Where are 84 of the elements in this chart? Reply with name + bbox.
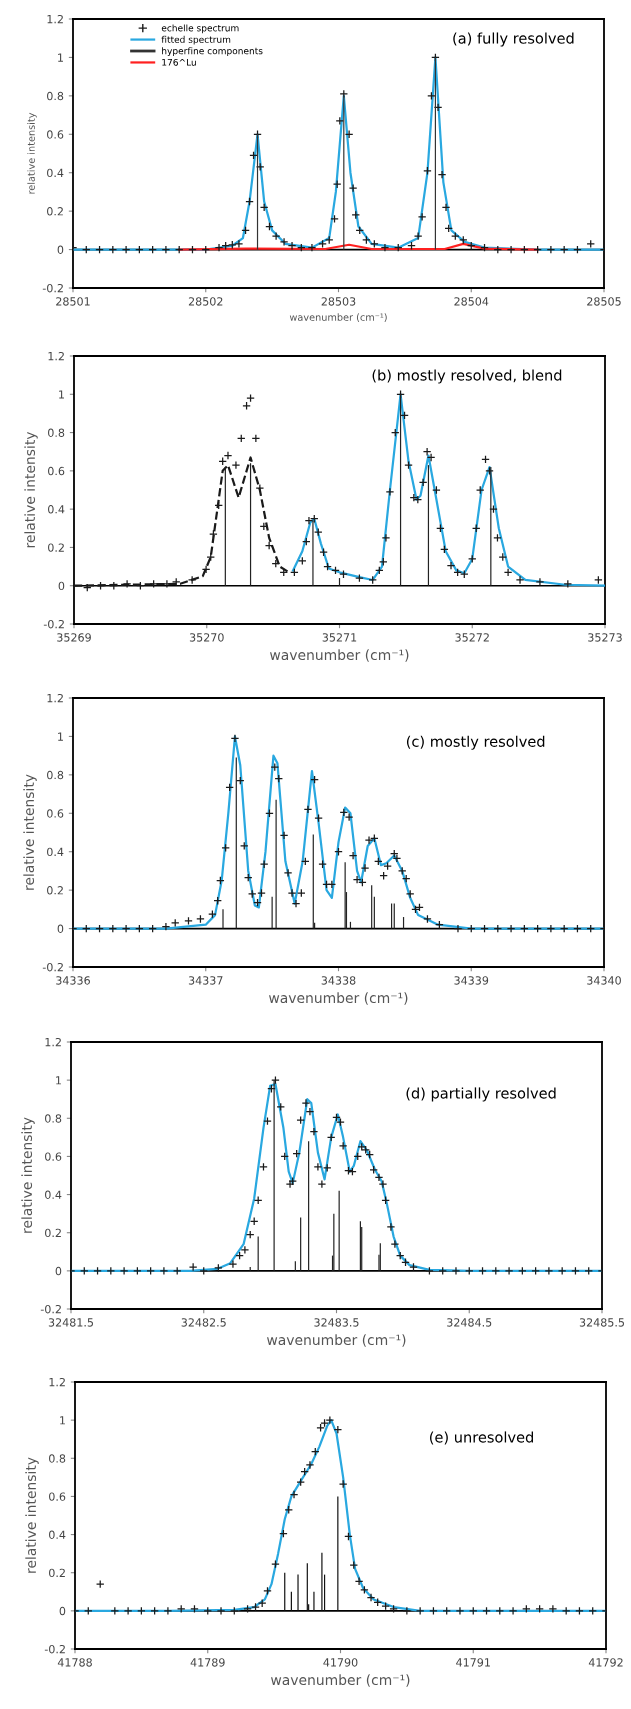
x-tick-label: 32485.5	[579, 1318, 624, 1327]
y-tick-label: 0.2	[47, 207, 63, 216]
y-tick-label: 0.4	[47, 847, 64, 857]
y-tick-label: -0.2	[42, 962, 63, 972]
y-tick-label: 0.2	[47, 886, 63, 895]
y-tick-label: 0.6	[45, 1152, 62, 1161]
y-tick-label: 0.8	[45, 1114, 62, 1123]
y-tick-label: 0.8	[48, 428, 65, 437]
x-tick-label: 28501	[56, 297, 90, 306]
y-tick-label: 1	[58, 732, 63, 741]
x-tick-label: 41789	[190, 1658, 225, 1667]
y-tick-label: 0.4	[45, 1190, 62, 1199]
x-tick-label: 41792	[588, 1658, 623, 1667]
y-tick-label: 0.6	[48, 466, 65, 476]
x-axis-title: wavenumber (cm⁻¹)	[267, 1334, 406, 1347]
x-tick-label: 41788	[57, 1658, 92, 1667]
y-tick-label: 0.8	[49, 1454, 66, 1463]
x-tick-label: 34337	[188, 976, 223, 985]
y-tick-label: 1.2	[47, 14, 63, 24]
x-tick-label: 35272	[455, 633, 489, 642]
x-tick-label: 35270	[189, 633, 224, 642]
y-tick-label: 1.2	[47, 693, 63, 703]
y-tick-label: 0.4	[49, 1530, 66, 1539]
x-tick-label: 34339	[454, 976, 489, 985]
x-tick-label: 28505	[587, 297, 621, 306]
y-axis-title: relative intensity	[24, 431, 38, 548]
x-axis-title: wavenumber (cm⁻¹)	[289, 313, 387, 323]
x-tick-label: 35273	[588, 633, 622, 642]
y-tick-label: 0.2	[48, 543, 64, 552]
legend-label: echelle spectrum	[161, 24, 239, 34]
y-tick-label: 0	[57, 924, 64, 933]
y-tick-label: 0	[58, 581, 65, 591]
y-tick-label: 1	[58, 53, 63, 62]
y-tick-label: 0.2	[49, 1568, 65, 1578]
y-tick-label: 0	[55, 1266, 62, 1276]
y-tick-label: 0	[59, 1606, 66, 1616]
y-tick-label: 1.2	[45, 1037, 61, 1047]
x-tick-label: 35271	[322, 633, 357, 642]
x-tick-label: 34336	[56, 976, 90, 985]
x-tick-label: 35269	[57, 633, 91, 642]
y-tick-label: 0.6	[47, 130, 64, 139]
legend-label: fitted spectrum	[161, 35, 231, 45]
y-tick-label: 1.2	[49, 1377, 65, 1387]
x-tick-label: 32484.5	[447, 1318, 492, 1327]
y-tick-label: 1	[59, 390, 64, 399]
y-tick-label: 0.2	[45, 1228, 61, 1238]
text: (e) unresolved	[430, 1431, 533, 1445]
y-tick-label: 0.6	[47, 809, 64, 818]
y-tick-label: 1.2	[48, 351, 64, 361]
y-tick-label: -0.2	[43, 619, 64, 629]
text: (a) fully resolved	[453, 32, 574, 47]
x-tick-label: 41790	[323, 1658, 358, 1667]
text: (b) mostly resolved, blend	[372, 369, 562, 384]
legend-label: 176^Lu	[162, 58, 196, 66]
y-tick-label: 0	[57, 245, 64, 254]
y-axis-title: relative intensity	[21, 1117, 35, 1233]
x-tick-label: 34338	[321, 976, 356, 985]
x-axis-title: wavenumber (cm⁻¹)	[271, 1674, 410, 1687]
y-tick-label: -0.2	[42, 283, 63, 293]
x-tick-label: 28503	[321, 297, 356, 306]
legend-label: hyperfine components	[162, 47, 263, 57]
x-tick-label: 32483.5	[314, 1318, 359, 1327]
y-tick-label: -0.2	[40, 1304, 61, 1314]
y-tick-label: 1	[60, 1416, 65, 1425]
x-tick-label: 34340	[587, 976, 621, 985]
y-axis-title: relative intensity	[27, 112, 37, 194]
x-axis-title: wavenumber (cm⁻¹)	[270, 649, 409, 662]
x-tick-label: 41791	[456, 1658, 490, 1667]
y-axis-title: relative intensity	[23, 774, 37, 890]
x-tick-label: 28502	[188, 297, 223, 306]
x-tick-label: 32482.5	[181, 1318, 226, 1327]
x-tick-label: 28504	[454, 297, 489, 306]
x-axis-title: wavenumber (cm⁻¹)	[269, 992, 408, 1005]
x-tick-label: 32481.5	[48, 1318, 93, 1327]
y-tick-label: 0.8	[47, 91, 64, 101]
y-tick-label: 0.6	[49, 1492, 66, 1501]
y-tick-label: 1	[56, 1076, 61, 1085]
y-tick-label: -0.2	[44, 1644, 65, 1654]
y-tick-label: 0.4	[48, 505, 65, 514]
y-tick-label: 0.8	[47, 770, 64, 780]
text: (d) partially resolved	[406, 1087, 556, 1102]
text: (c) mostly resolved	[406, 735, 545, 750]
y-axis-title: relative intensity	[25, 1457, 39, 1573]
y-tick-label: 0.4	[47, 168, 64, 178]
